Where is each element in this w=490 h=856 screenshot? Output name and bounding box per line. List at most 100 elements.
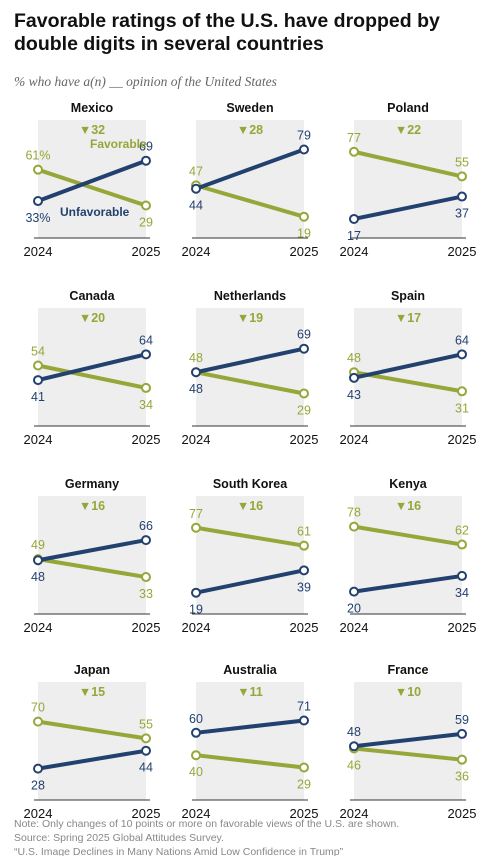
unfavorable-value-label: 60 [189,712,203,726]
x-tick-label: 2024 [182,620,211,635]
favorable-value-label: 55 [139,717,153,731]
favorable-line [194,753,306,770]
panel-france: France ▼10 46 48 36 59 2024 2025 [340,663,477,821]
favorable-point [191,522,201,533]
unfavorable-value-label: 71 [297,699,311,713]
favorable-point [141,572,151,583]
panel-poland: Poland ▼22 77 17 55 37 2024 2025 [340,101,477,259]
unfavorable-line [36,748,148,771]
unfavorable-point [299,144,309,155]
x-tick-label: 2025 [448,620,477,635]
panel-sweden: Sweden ▼28 47 44 19 79 2024 2025 [182,101,319,259]
panel-mexico: Mexico ▼32 61% 33% 29 69 2024 2025 Favorable Unfa… [24,101,161,259]
unfavorable-value-label: 48 [347,725,361,739]
change-label: ▼11 [237,685,263,699]
unfavorable-point [349,741,359,752]
favorable-value-label: 47 [189,164,203,178]
unfavorable-point [457,570,467,581]
favorable-point [141,733,151,744]
x-tick-label: 2024 [24,432,53,447]
change-label: ▼16 [79,499,105,513]
favorable-value-label: 40 [189,765,203,779]
change-label: ▼32 [79,123,105,137]
unfavorable-value-label: 64 [139,333,153,347]
panel-australia: Australia ▼11 40 60 29 71 2024 2025 [182,663,319,821]
panel-title: Australia [223,663,278,677]
favorable-value-label: 49 [31,538,45,552]
favorable-line [36,363,148,390]
x-tick-label: 2024 [24,806,53,821]
unfavorable-line [194,346,306,375]
unfavorable-line [352,573,464,594]
favorable-value-label: 33 [139,587,153,601]
change-label: ▼20 [79,311,105,325]
favorable-value-label: 36 [455,770,469,784]
favorable-line [352,746,464,762]
panel-title: Japan [74,663,110,677]
unfavorable-point [299,715,309,726]
favorable-point [457,171,467,182]
favorable-value-label: 19 [297,227,311,241]
favorable-point [457,539,467,550]
favorable-point [299,540,309,551]
unfavorable-point [33,555,43,566]
favorable-line [194,370,306,396]
favorable-value-label: 48 [189,351,203,365]
x-tick-label: 2025 [448,432,477,447]
favorable-value-label: 77 [347,131,361,145]
panel-shade [354,120,462,238]
x-tick-label: 2024 [340,806,369,821]
unfavorable-line [194,147,306,191]
panel-kenya: Kenya ▼16 78 20 62 34 2024 2025 [340,477,477,635]
unfavorable-value-label: 41 [31,390,45,404]
favorable-value-label: 31 [455,401,469,415]
favorable-value-label: 77 [189,507,203,521]
x-tick-label: 2024 [340,432,369,447]
favorable-value-label: 29 [297,778,311,792]
favorable-value-label: 48 [347,351,361,365]
favorable-value-label: 34 [139,398,153,412]
unfavorable-point [141,349,151,360]
unfavorable-point [33,375,43,386]
panel-title: France [388,663,429,677]
panel-netherlands: Netherlands ▼19 48 48 29 69 2024 2025 [182,289,319,447]
unfavorable-value-label: 48 [31,570,45,584]
favorable-point [457,754,467,765]
favorable-point [33,360,43,371]
favorable-value-label: 55 [455,155,469,169]
favorable-point [141,200,151,211]
unfavorable-point [349,586,359,597]
unfavorable-value-label: 33% [25,211,50,225]
change-label: ▼10 [395,685,421,699]
x-tick-label: 2025 [290,806,319,821]
x-tick-label: 2025 [132,244,161,259]
favorable-point [299,388,309,399]
favorable-value-label: 61% [25,149,50,163]
favorable-line [36,719,148,741]
panel-title: Poland [387,101,429,115]
unfavorable-value-label: 48 [189,382,203,396]
panel-shade [196,496,304,614]
favorable-point [299,211,309,222]
change-label: ▼16 [237,499,263,513]
unfavorable-value-label: 34 [455,586,469,600]
favorable-point [299,762,309,773]
change-label: ▼15 [79,685,105,699]
favorable-value-label: 78 [347,506,361,520]
unfavorable-value-label: 69 [297,328,311,342]
unfavorable-point [141,155,151,166]
favorable-point [141,382,151,393]
unfavorable-value-label: 19 [189,603,203,617]
unfavorable-point [191,183,201,194]
unfavorable-value-label: 43 [347,388,361,402]
x-tick-label: 2024 [182,244,211,259]
unfavorable-point [349,213,359,224]
x-tick-label: 2024 [24,244,53,259]
favorable-point [33,164,43,175]
panel-shade [38,682,146,800]
unfavorable-point [457,728,467,739]
unfavorable-point [299,565,309,576]
change-label: ▼16 [395,499,421,513]
favorable-point [349,146,359,157]
favorable-line [194,183,306,219]
